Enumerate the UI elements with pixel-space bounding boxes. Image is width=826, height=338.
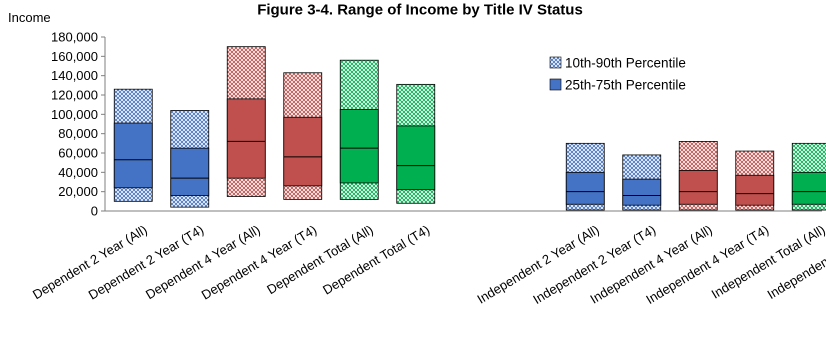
category-bar-group: [622, 154, 662, 211]
p25-p75-bar: [113, 122, 153, 189]
p25-p75-bar: [339, 109, 379, 184]
p25-p75-bar: [735, 174, 775, 206]
bars-layer: [113, 46, 826, 211]
category-labels: Dependent 2 Year (All)Dependent 2 Year (…: [30, 222, 826, 307]
y-tick-label: 20,000: [58, 184, 98, 199]
axis-layer: 0 20,000 40,000 60,000 80,000 100,000 120,000 1…: [51, 30, 822, 219]
p25-p75-bar: [622, 178, 662, 206]
category-label: Dependent Total (T4): [320, 222, 432, 298]
category-bar-group: [678, 140, 718, 211]
y-tick-label: 80,000: [58, 126, 98, 141]
p25-p75-bar: [791, 171, 826, 205]
legend-swatch: [549, 78, 562, 91]
legend-label: 10th-90th Percentile: [565, 56, 686, 71]
legend-swatch: [549, 56, 562, 69]
category-bar-group: [565, 142, 605, 211]
y-tick-label: 120,000: [51, 88, 98, 103]
category-bar-group: [396, 83, 436, 204]
y-tick-label: 180,000: [51, 30, 98, 45]
y-tick-label: 0: [91, 204, 98, 219]
y-tick-label: 40,000: [58, 165, 98, 180]
legend: 10th-90th Percentile 25th-75th Percentile: [549, 56, 686, 93]
category-bar-group: [283, 72, 323, 200]
category-bar-group: [339, 59, 379, 200]
y-tick-label: 100,000: [51, 107, 98, 122]
p25-p75-bar: [678, 169, 718, 205]
y-axis-label: Income: [8, 10, 51, 25]
p25-p75-bar: [170, 147, 210, 196]
y-tick-label: 160,000: [51, 49, 98, 64]
chart-title: Figure 3-4. Range of Income by Title IV …: [257, 1, 583, 18]
category-bar-group: [791, 142, 826, 211]
y-tick-label: 140,000: [51, 68, 98, 83]
legend-label: 25th-75th Percentile: [565, 78, 686, 93]
category-bar-group: [226, 46, 266, 197]
category-bar-group: [735, 150, 775, 211]
p25-p75-bar: [226, 98, 266, 179]
category-bar-group: [113, 88, 153, 202]
p25-p75-bar: [565, 171, 605, 205]
p25-p75-bar: [396, 125, 436, 191]
y-tick-label: 60,000: [58, 146, 98, 161]
category-bar-group: [170, 110, 210, 208]
p25-p75-bar: [283, 116, 323, 187]
